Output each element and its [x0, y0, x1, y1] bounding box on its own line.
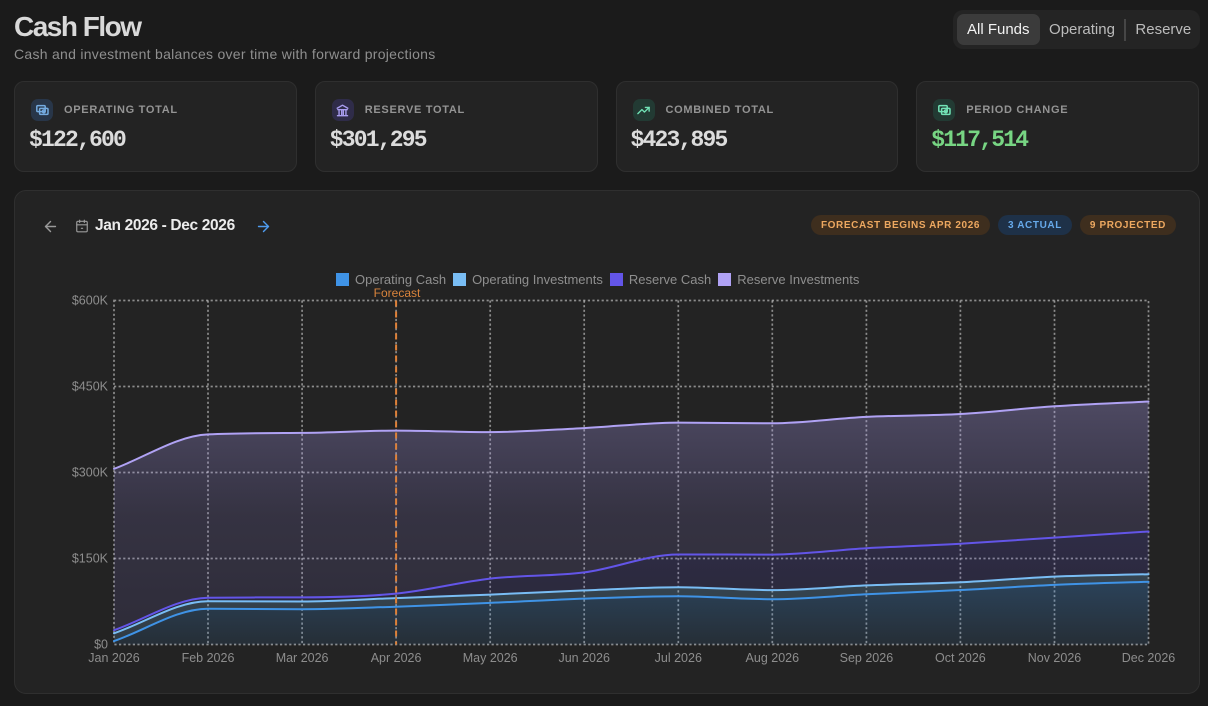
svg-text:Nov 2026: Nov 2026 — [1028, 651, 1082, 665]
svg-text:$450K: $450K — [72, 380, 109, 394]
svg-text:Jun 2026: Jun 2026 — [558, 651, 609, 665]
svg-text:Dec 2026: Dec 2026 — [1122, 651, 1176, 665]
svg-text:Jan 2026: Jan 2026 — [88, 651, 139, 665]
svg-text:$150K: $150K — [72, 552, 109, 566]
svg-text:May 2026: May 2026 — [463, 651, 518, 665]
svg-text:Feb 2026: Feb 2026 — [182, 651, 235, 665]
svg-text:Mar 2026: Mar 2026 — [276, 651, 329, 665]
svg-text:Jul 2026: Jul 2026 — [655, 651, 702, 665]
svg-text:$600K: $600K — [72, 294, 109, 308]
svg-text:$300K: $300K — [72, 466, 109, 480]
svg-text:Apr 2026: Apr 2026 — [371, 651, 422, 665]
svg-text:Oct 2026: Oct 2026 — [935, 651, 986, 665]
svg-text:Aug 2026: Aug 2026 — [746, 651, 800, 665]
svg-text:$0: $0 — [94, 638, 108, 652]
svg-text:Sep 2026: Sep 2026 — [840, 651, 894, 665]
